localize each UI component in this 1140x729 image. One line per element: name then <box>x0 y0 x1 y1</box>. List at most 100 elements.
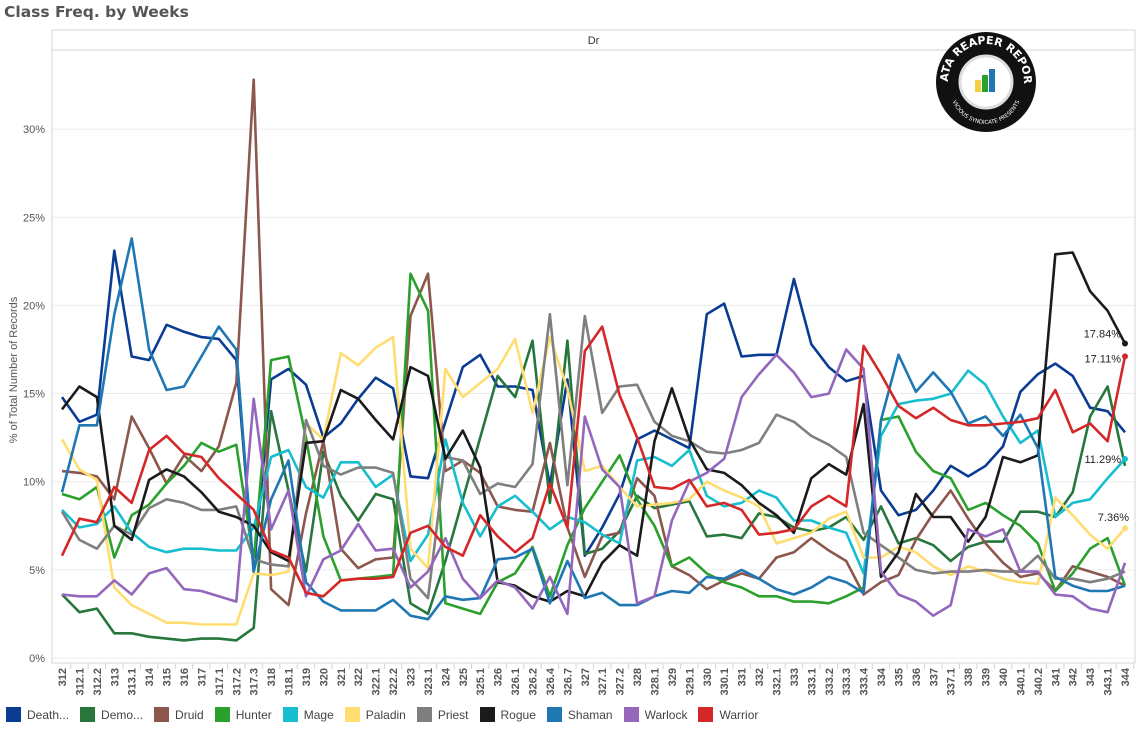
x-tick-label: 325 <box>458 668 470 686</box>
series-line-priest <box>60 312 1126 600</box>
series-line-shaman <box>60 237 1126 621</box>
chart-title: Class Freq. by Weeks <box>4 3 189 21</box>
legend-swatch <box>416 707 432 722</box>
x-tick-label: 326.7 <box>562 668 574 696</box>
logo-bar-icon <box>975 80 981 92</box>
x-tick-label: 332.1 <box>771 668 783 696</box>
end-value-label: 17.11% <box>1085 353 1122 365</box>
legend-swatch <box>479 707 495 722</box>
data-reaper-logo: DATA REAPER REPORTVICIOUS SYNDICATE PRES… <box>0 0 1036 132</box>
y-tick-label: 15% <box>23 389 45 401</box>
x-tick-label: 325.1 <box>475 668 487 696</box>
end-marker <box>1122 525 1128 532</box>
x-tick-label: 328 <box>632 668 644 686</box>
x-tick-label: 312 <box>57 668 69 686</box>
x-tick-label: 333.3 <box>841 668 853 696</box>
series-line-paladin <box>60 335 1126 626</box>
x-tick-label: 340.1 <box>1015 668 1027 696</box>
x-tick-label: 334 <box>876 667 888 686</box>
legend-item-demon-hunter[interactable]: Demo... <box>80 707 143 722</box>
x-tick-label: 341 <box>1050 668 1062 686</box>
x-tick-label: 326.4 <box>545 667 557 695</box>
x-tick-label: 318.1 <box>284 668 296 696</box>
x-tick-label: 327.1 <box>597 668 609 696</box>
x-tick-label: 333.2 <box>824 668 836 696</box>
x-tick-label: 343 <box>1085 668 1097 686</box>
legend-label: Shaman <box>567 707 613 722</box>
legend-swatch <box>6 707 21 722</box>
x-tick-label: 332 <box>754 668 766 686</box>
x-tick-label: 313 <box>109 668 121 686</box>
x-tick-label: 333 <box>789 668 801 686</box>
x-tick-label: 342 <box>1068 668 1080 686</box>
x-tick-label: 317.1 <box>214 668 226 696</box>
legend-swatch <box>623 707 639 722</box>
x-tick-label: 337 <box>928 668 940 686</box>
x-tick-label: 340.2 <box>1033 668 1045 696</box>
x-tick-label: 312.1 <box>74 668 86 696</box>
x-tick-label: 312.2 <box>92 668 104 696</box>
legend-item-shaman[interactable]: Shaman <box>546 707 613 722</box>
legend-item-hunter[interactable]: Hunter <box>214 707 272 722</box>
x-tick-label: 329 <box>667 668 679 686</box>
y-tick-label: 25% <box>23 212 45 224</box>
x-tick-label: 323.1 <box>423 668 435 696</box>
x-tick-label: 328.1 <box>649 668 661 696</box>
x-tick-label: 321 <box>336 668 348 686</box>
x-tick-label: 331 <box>737 668 749 686</box>
x-tick-label: 319 <box>301 668 313 686</box>
legend-swatch <box>698 707 714 722</box>
end-value-label: 11.29% <box>1085 454 1122 466</box>
legend-item-priest[interactable]: Priest <box>416 707 469 722</box>
legend-label: Rogue <box>500 707 536 722</box>
legend: Death... Demo... Druid Hunter Mage Paladin Pri… <box>6 707 769 722</box>
x-tick-label: 330.1 <box>719 668 731 696</box>
series-line-death-knight <box>60 249 1127 573</box>
y-tick-label: 10% <box>23 477 45 489</box>
x-tick-label: 322.1 <box>371 668 383 696</box>
x-tick-label: 338 <box>963 668 975 686</box>
end-marker <box>1122 340 1128 347</box>
series-line-hunter <box>61 272 1127 616</box>
x-tick-label: 336 <box>911 668 923 686</box>
end-marker <box>1122 353 1128 360</box>
end-value-label: 17.84% <box>1084 328 1122 340</box>
legend-item-paladin[interactable]: Paladin <box>344 707 406 722</box>
legend-label: Demo... <box>101 707 144 722</box>
legend-swatch <box>282 707 298 722</box>
x-tick-label: 316 <box>179 668 191 686</box>
x-tick-label: 326.1 <box>510 668 522 696</box>
legend-label: Hunter <box>235 707 272 722</box>
legend-item-warlock[interactable]: Warlock <box>623 707 687 722</box>
x-tick-label: 327 <box>580 668 592 686</box>
y-axis-title: % of Total Number of Records <box>8 296 20 443</box>
x-tick-label: 339 <box>981 668 993 686</box>
x-tick-label: 322 <box>353 668 365 686</box>
x-tick-label: 327.2 <box>615 668 627 696</box>
x-tick-label: 322.2 <box>388 668 400 696</box>
x-tick-label: 344 <box>1120 667 1132 686</box>
logo-bar-icon <box>989 69 995 92</box>
y-tick-label: 5% <box>29 565 45 577</box>
x-tick-label: 340 <box>998 668 1010 686</box>
x-tick-label: 333.1 <box>806 668 818 696</box>
logo-title-text: DATA REAPER REPORT <box>0 0 1034 85</box>
y-tick-label: 0% <box>29 653 45 665</box>
x-tick-label: 343.1 <box>1103 668 1115 696</box>
legend-item-warrior[interactable]: Warrior <box>698 707 758 722</box>
logo-bar-icon <box>982 75 988 92</box>
legend-swatch <box>154 707 170 722</box>
x-tick-label: 313.1 <box>127 668 139 696</box>
x-tick-label: 330 <box>702 668 714 686</box>
legend-label: Druid <box>175 707 204 722</box>
legend-item-rogue[interactable]: Rogue <box>479 707 536 722</box>
x-tick-label: 337.1 <box>946 668 958 696</box>
series-line-warlock <box>61 348 1127 617</box>
y-tick-label: 30% <box>23 124 45 136</box>
legend-item-death-knight[interactable]: Death... <box>6 707 69 722</box>
series-line-mage <box>61 369 1126 575</box>
legend-item-druid[interactable]: Druid <box>154 707 204 722</box>
x-tick-label: 326 <box>493 668 505 686</box>
legend-label: Warrior <box>719 707 759 722</box>
legend-item-mage[interactable]: Mage <box>282 707 334 722</box>
